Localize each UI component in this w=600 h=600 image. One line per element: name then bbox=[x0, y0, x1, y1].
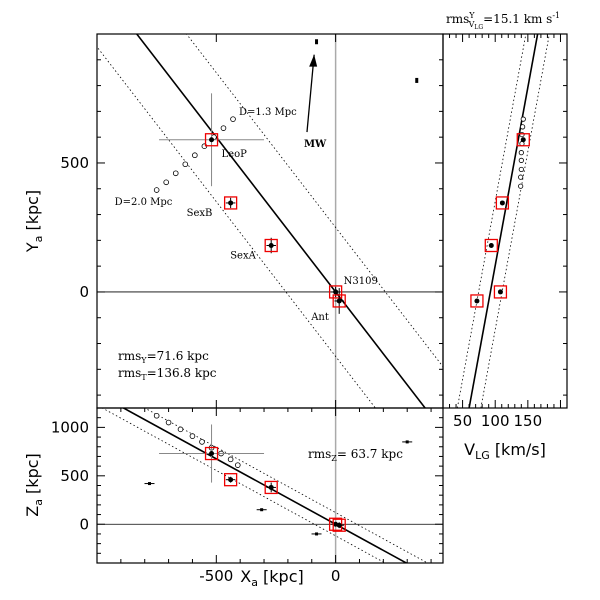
galaxy-point bbox=[336, 298, 342, 304]
bottom-ylabel: Za [kpc] bbox=[23, 453, 45, 517]
galaxy-marker bbox=[264, 480, 278, 495]
galaxy-point bbox=[474, 298, 480, 304]
distance-track-point bbox=[163, 179, 170, 186]
galaxy-marker bbox=[516, 133, 530, 147]
galaxy-point bbox=[499, 200, 505, 206]
distance-track-point bbox=[172, 170, 179, 177]
fit-band-line bbox=[480, 34, 550, 408]
galaxy-point bbox=[268, 484, 274, 490]
distance-track-point bbox=[199, 439, 205, 445]
distance-track-point bbox=[153, 187, 160, 193]
rms-y-annotation: rmsY=71.6 kpc bbox=[118, 349, 209, 365]
distance-track-point bbox=[220, 125, 227, 131]
distance-track-point bbox=[165, 419, 172, 426]
bottom-x-tick-label: 0 bbox=[331, 567, 341, 585]
galaxy-marker bbox=[223, 196, 238, 210]
galaxy-point bbox=[209, 137, 215, 143]
galaxy-label: LeoP bbox=[222, 149, 248, 160]
distance-track-point bbox=[192, 152, 198, 159]
distance-track-point bbox=[520, 116, 526, 122]
distance-track-point bbox=[189, 433, 196, 439]
galaxy-marker bbox=[264, 238, 278, 253]
small-errorbar-point bbox=[315, 532, 319, 536]
svg-text:Za [kpc]: Za [kpc] bbox=[23, 453, 45, 517]
small-errorbar-point bbox=[260, 508, 264, 512]
distance-track-point bbox=[520, 124, 526, 130]
bottom-panel: -500 0 0 500 1000 Za [kpc] Xa [kpc] rmsZ= 63… bbox=[23, 407, 444, 589]
distance-track-point bbox=[518, 183, 524, 189]
galaxy-marker bbox=[204, 133, 219, 147]
fit-band-line bbox=[456, 34, 527, 408]
small-errorbar bbox=[315, 39, 319, 45]
galaxy-point bbox=[268, 243, 274, 249]
distance-track-point bbox=[518, 150, 524, 156]
bottom-y-tick-label: 1000 bbox=[51, 418, 89, 436]
galaxy-marker bbox=[484, 238, 498, 253]
right-panel: 50 100 150 VLG [km/s] rmsY VLG=15.1 km s-1 bbox=[442, 11, 568, 462]
bottom-x-tick-label: -500 bbox=[199, 567, 233, 585]
galaxy-label: N3109 bbox=[344, 276, 378, 287]
distance-track-point bbox=[518, 157, 524, 163]
distance-track-point bbox=[177, 426, 184, 433]
galaxy-marker bbox=[493, 285, 508, 299]
fit-line bbox=[135, 34, 427, 408]
distance-track-point bbox=[234, 462, 241, 468]
galaxy-marker bbox=[223, 473, 238, 487]
right-title: rmsY VLG=15.1 km s-1 bbox=[446, 11, 560, 31]
galaxy-marker bbox=[328, 517, 343, 531]
fit-band-line bbox=[97, 46, 376, 408]
galaxy-label: SexA bbox=[230, 251, 256, 262]
distance-track-point bbox=[227, 456, 234, 463]
svg-text:Ya [kpc]: Ya [kpc] bbox=[23, 190, 45, 253]
galaxy-point bbox=[209, 451, 215, 457]
galaxy-point bbox=[228, 477, 234, 483]
galaxy-point bbox=[333, 289, 339, 295]
main-y-tick-label: 0 bbox=[79, 283, 89, 301]
small-errorbar bbox=[415, 77, 419, 83]
fit-line bbox=[468, 34, 539, 408]
right-x-tick-label: 100 bbox=[481, 412, 510, 430]
galaxy-marker bbox=[332, 518, 346, 532]
right-xlabel: VLG [km/s] bbox=[464, 440, 546, 462]
distance-track-point bbox=[182, 161, 189, 168]
bottom-xlabel: Xa [kpc] bbox=[240, 567, 304, 589]
galaxy-label: SexB bbox=[187, 208, 213, 219]
mw-arrow-line bbox=[306, 54, 315, 133]
main-ylabel: Ya [kpc] bbox=[23, 190, 45, 253]
distance-track-label: D=1.3 Mpc bbox=[239, 107, 297, 118]
small-errorbar-point bbox=[147, 482, 151, 486]
bottom-y-tick-label: 0 bbox=[79, 515, 89, 533]
right-x-tick-label: 50 bbox=[453, 412, 472, 430]
galaxy-marker bbox=[332, 294, 346, 308]
galaxy-point bbox=[497, 289, 503, 295]
galaxy-point bbox=[336, 522, 342, 528]
main-panel: D=1.3 Mpc D=2.0 Mpc LeoP SexB SexA N3109 Ant MW… bbox=[23, 33, 444, 409]
bottom-y-tick-label: 500 bbox=[60, 467, 89, 485]
galaxy-label: Ant bbox=[310, 312, 329, 323]
galaxy-marker bbox=[495, 196, 510, 210]
distance-track-point bbox=[230, 116, 236, 122]
galaxy-marker bbox=[204, 446, 219, 461]
small-errorbar-point bbox=[405, 440, 409, 444]
rms-z-annotation: rmsZ= 63.7 kpc bbox=[308, 447, 403, 463]
distance-track-point bbox=[153, 412, 160, 419]
galaxy-point bbox=[488, 243, 494, 249]
right-x-tick-label: 150 bbox=[514, 412, 543, 430]
galaxy-marker bbox=[470, 294, 484, 308]
rms-t-annotation: rmsT=136.8 kpc bbox=[118, 366, 217, 382]
distance-track-label: D=2.0 Mpc bbox=[115, 197, 173, 208]
main-y-tick-label: 500 bbox=[60, 154, 89, 172]
distance-track-point bbox=[519, 131, 525, 138]
mw-label: MW bbox=[304, 139, 327, 150]
distance-track-point bbox=[518, 174, 524, 180]
galaxy-marker bbox=[328, 285, 343, 299]
distance-track-point bbox=[518, 166, 524, 173]
galaxy-point bbox=[520, 137, 526, 143]
right-frame bbox=[442, 33, 568, 409]
galaxy-point bbox=[228, 200, 234, 206]
mw-arrow-head bbox=[309, 54, 318, 67]
